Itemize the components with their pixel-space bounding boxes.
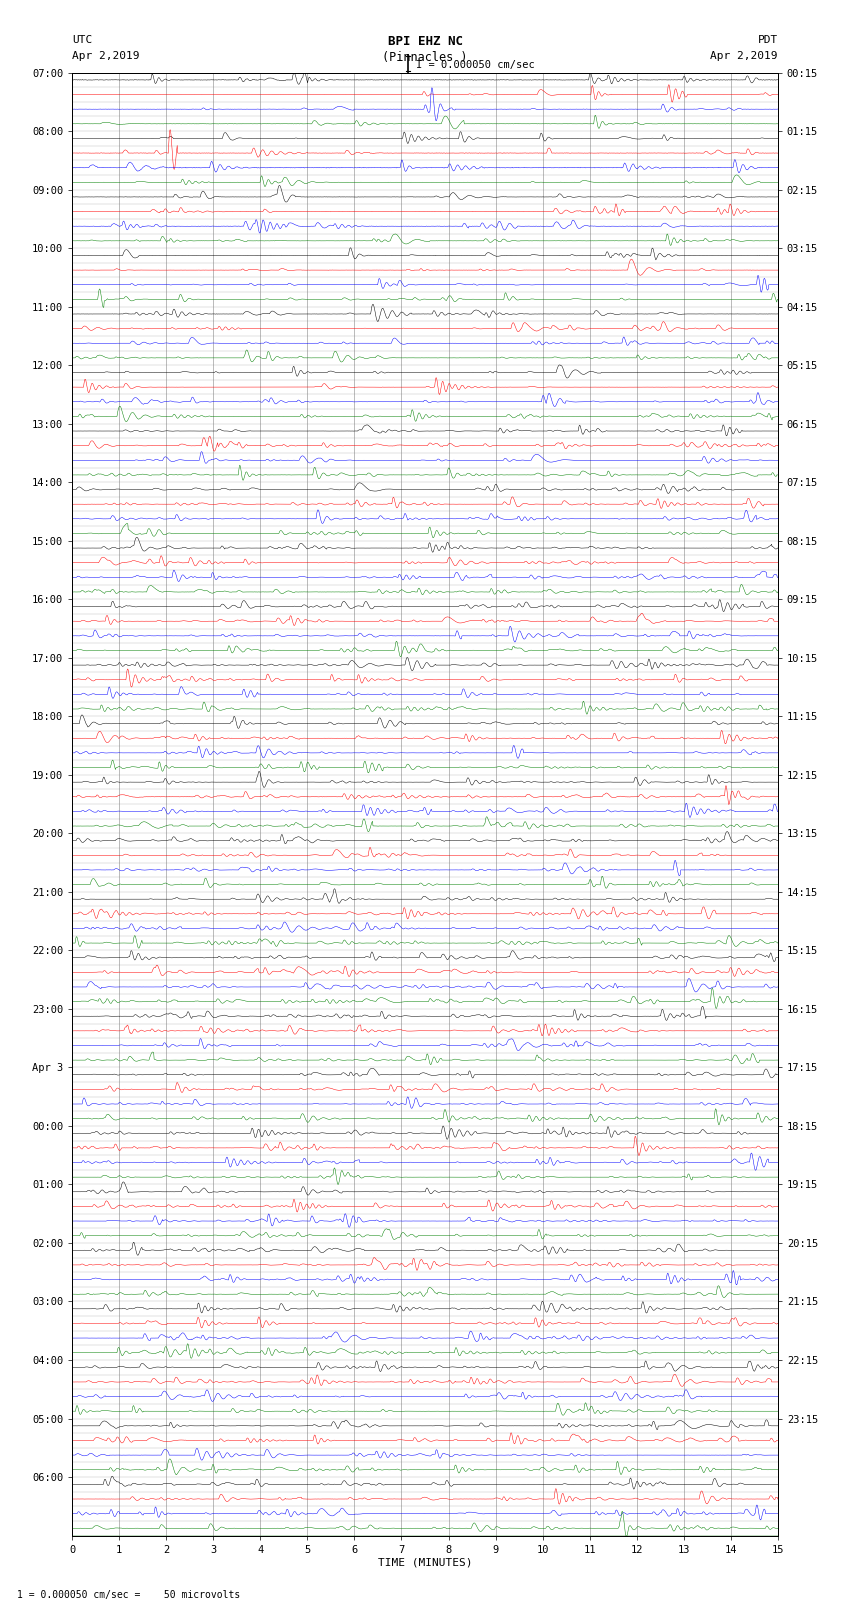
Text: Apr 2,2019: Apr 2,2019	[72, 50, 139, 61]
X-axis label: TIME (MINUTES): TIME (MINUTES)	[377, 1558, 473, 1568]
Text: BPI EHZ NC: BPI EHZ NC	[388, 35, 462, 48]
Text: PDT: PDT	[757, 35, 778, 45]
Text: (Pinnacles ): (Pinnacles )	[382, 50, 468, 65]
Text: I = 0.000050 cm/sec: I = 0.000050 cm/sec	[416, 60, 536, 71]
Text: UTC: UTC	[72, 35, 93, 45]
Text: 1 = 0.000050 cm/sec =    50 microvolts: 1 = 0.000050 cm/sec = 50 microvolts	[17, 1590, 241, 1600]
Text: Apr 2,2019: Apr 2,2019	[711, 50, 778, 61]
